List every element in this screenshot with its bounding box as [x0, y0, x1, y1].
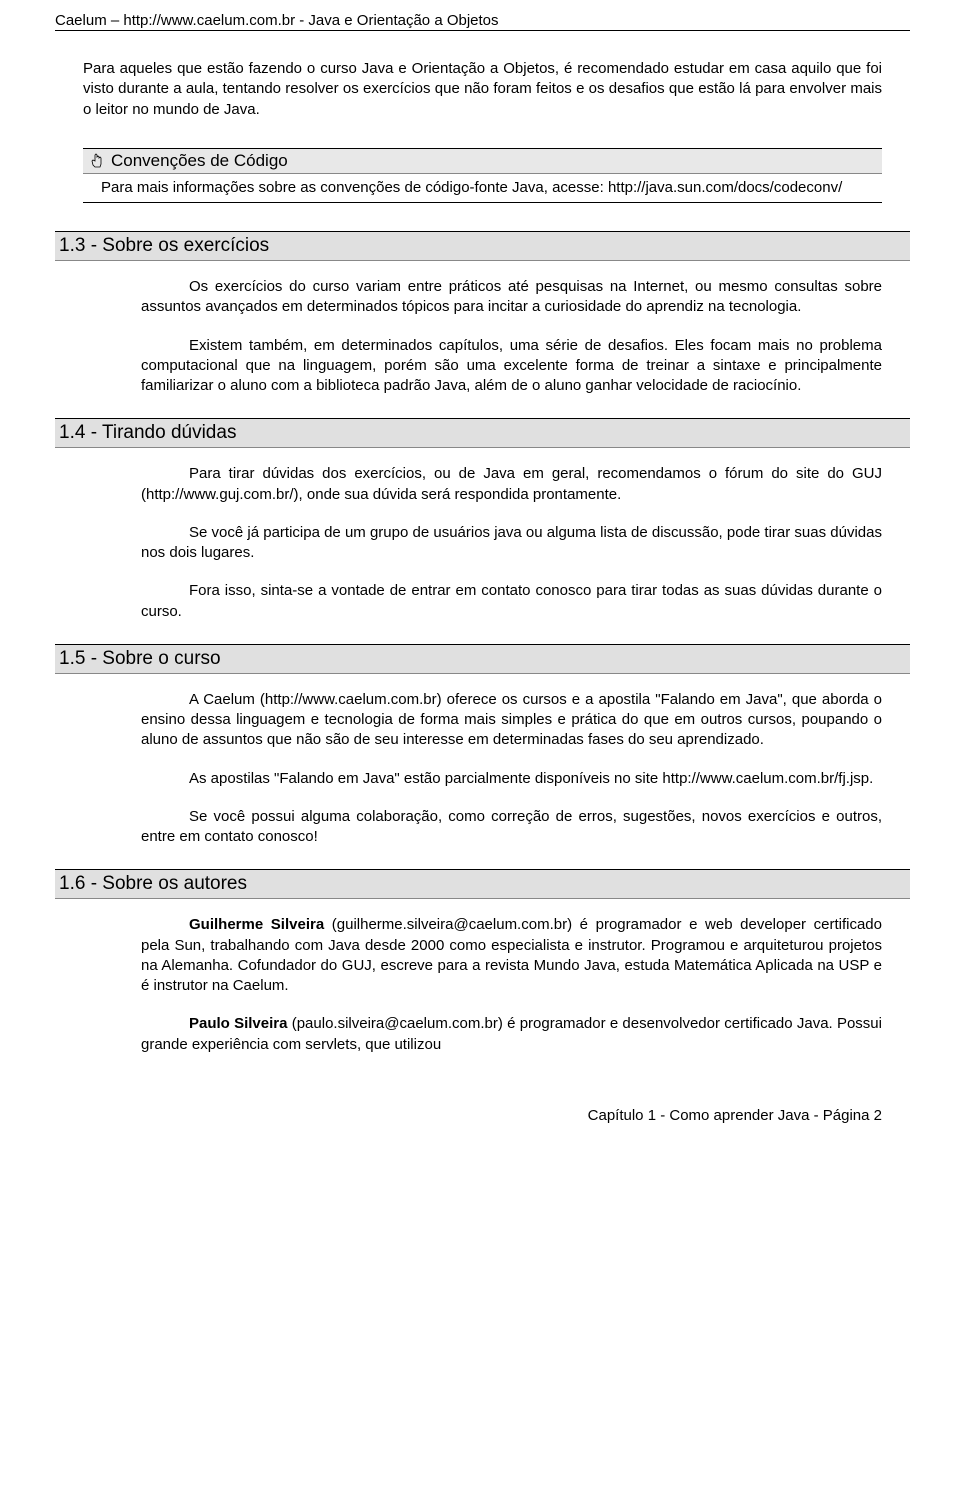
author-1-name: Guilherme Silveira — [189, 916, 324, 933]
section-1-4-body: Para tirar dúvidas dos exercícios, ou de… — [55, 464, 910, 622]
intro-paragraph: Para aqueles que estão fazendo o curso J… — [55, 59, 910, 120]
callout-box: Convenções de Código Para mais informaçõ… — [83, 148, 882, 203]
section-1-6-title: 1.6 - Sobre os autores — [55, 869, 910, 899]
section-1-3-p1: Os exercícios do curso variam entre prát… — [141, 277, 882, 318]
section-1-5-p1: A Caelum (http://www.caelum.com.br) ofer… — [141, 690, 882, 751]
section-1-3-p2: Existem também, em determinados capítulo… — [141, 336, 882, 397]
callout-body: Para mais informações sobre as convençõe… — [83, 174, 882, 203]
author-1-paragraph: Guilherme Silveira (guilherme.silveira@c… — [141, 915, 882, 996]
section-1-6-body: Guilherme Silveira (guilherme.silveira@c… — [55, 915, 910, 1055]
section-1-5-p2: As apostilas "Falando em Java" estão par… — [141, 769, 882, 789]
section-1-4-title: 1.4 - Tirando dúvidas — [55, 418, 910, 448]
section-1-3-title: 1.3 - Sobre os exercícios — [55, 231, 910, 261]
section-1-4-p3: Fora isso, sinta-se a vontade de entrar … — [141, 581, 882, 622]
hand-icon — [89, 153, 105, 169]
section-1-5-p3: Se você possui alguma colaboração, como … — [141, 807, 882, 848]
author-2-paragraph: Paulo Silveira (paulo.silveira@caelum.co… — [141, 1014, 882, 1055]
section-1-5-title: 1.5 - Sobre o curso — [55, 644, 910, 674]
callout-title-row: Convenções de Código — [83, 148, 882, 174]
section-1-4-p1: Para tirar dúvidas dos exercícios, ou de… — [141, 464, 882, 505]
callout-title-text: Convenções de Código — [111, 151, 288, 171]
section-1-5-body: A Caelum (http://www.caelum.com.br) ofer… — [55, 690, 910, 848]
section-1-3-body: Os exercícios do curso variam entre prát… — [55, 277, 910, 396]
author-2-name: Paulo Silveira — [189, 1015, 287, 1032]
section-1-4-p2: Se você já participa de um grupo de usuá… — [141, 523, 882, 564]
page-container: Caelum – http://www.caelum.com.br - Java… — [0, 0, 960, 1144]
page-header: Caelum – http://www.caelum.com.br - Java… — [55, 12, 910, 31]
page-footer: Capítulo 1 - Como aprender Java - Página… — [55, 1077, 910, 1124]
